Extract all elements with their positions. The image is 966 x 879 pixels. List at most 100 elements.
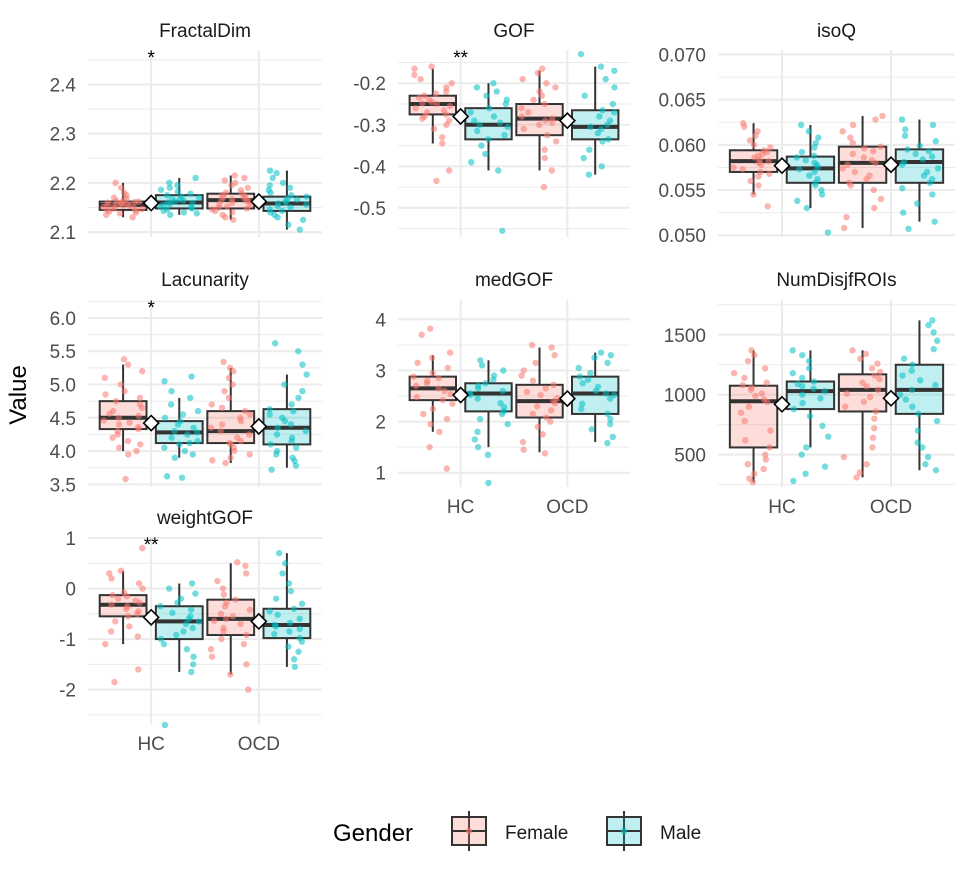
gridlines <box>398 50 630 237</box>
data-point <box>157 186 165 193</box>
data-point <box>121 387 128 395</box>
data-point <box>295 394 302 402</box>
data-point <box>166 179 173 187</box>
panel-isoQ: isoQ 0.050 0.055 0.060 0.065 0.070 <box>658 21 955 247</box>
data-point <box>446 349 454 356</box>
series-female <box>98 544 256 693</box>
box-female-ocd <box>837 112 888 232</box>
data-point <box>534 423 542 430</box>
data-point <box>868 365 876 372</box>
data-point <box>587 123 594 131</box>
data-point <box>610 391 618 399</box>
data-point <box>436 428 443 436</box>
jitter-points <box>730 347 774 486</box>
y-tick-label: 2.1 <box>50 223 76 244</box>
y-tick-label: 5.5 <box>50 342 76 363</box>
data-point <box>604 410 611 418</box>
data-point <box>519 438 527 446</box>
data-point <box>763 379 770 386</box>
data-point <box>609 100 617 108</box>
data-point <box>597 125 605 133</box>
box-female-hc <box>728 347 779 486</box>
data-point <box>288 434 296 441</box>
data-point <box>225 394 233 402</box>
data-point <box>900 158 908 166</box>
gridlines <box>88 537 322 724</box>
data-point <box>136 394 144 402</box>
series-male <box>464 50 620 234</box>
data-point <box>542 414 550 421</box>
data-point <box>209 206 216 213</box>
box-iqr <box>206 410 256 445</box>
panel-GOF: GOF -0.5 -0.4 -0.3 -0.2 ** <box>353 21 630 237</box>
data-point <box>413 393 420 401</box>
data-point <box>930 329 937 336</box>
legend-female-label: Female <box>505 823 568 844</box>
data-point <box>299 216 307 223</box>
data-point <box>126 623 133 630</box>
data-point <box>181 447 189 455</box>
data-point <box>176 441 183 448</box>
data-point <box>438 134 446 141</box>
data-point <box>794 197 801 205</box>
data-point <box>932 381 939 389</box>
data-point <box>108 601 115 608</box>
box-female-hc <box>98 356 148 483</box>
data-point <box>744 357 752 365</box>
data-point <box>500 367 507 374</box>
box-male-hc <box>154 580 204 729</box>
data-point <box>180 209 188 216</box>
data-point <box>539 65 546 72</box>
data-point <box>767 144 774 151</box>
data-point <box>840 453 848 461</box>
data-point <box>798 451 805 458</box>
data-point <box>741 374 748 382</box>
data-point <box>227 671 234 678</box>
data-point <box>793 154 800 161</box>
data-point <box>861 145 868 152</box>
data-point <box>541 100 548 108</box>
jitter-points <box>840 347 884 481</box>
panel-title: weightGOF <box>156 508 253 529</box>
data-point <box>870 147 877 155</box>
data-point <box>189 451 196 458</box>
data-point <box>412 104 419 112</box>
data-point <box>914 439 921 446</box>
data-point <box>285 221 292 228</box>
data-point <box>529 410 537 418</box>
data-point <box>730 164 737 171</box>
data-point <box>135 580 143 587</box>
data-point <box>279 179 287 187</box>
data-point <box>825 433 832 440</box>
data-point <box>799 391 806 398</box>
box-male-ocd <box>262 340 312 473</box>
data-point <box>171 427 178 435</box>
data-point <box>799 399 806 407</box>
data-point <box>190 653 197 660</box>
data-point <box>742 437 749 444</box>
data-point <box>609 433 617 441</box>
data-point <box>607 351 615 359</box>
data-point <box>581 92 588 99</box>
data-point <box>594 383 602 391</box>
data-point <box>817 395 824 402</box>
data-point <box>930 345 937 353</box>
jitter-points <box>896 317 941 474</box>
data-point <box>266 182 273 189</box>
data-point <box>421 92 428 99</box>
data-point <box>899 372 906 379</box>
data-point <box>242 570 250 577</box>
data-point <box>790 405 797 413</box>
data-point <box>168 434 175 441</box>
data-point <box>915 410 922 418</box>
data-point <box>761 396 768 403</box>
data-point <box>477 357 484 364</box>
data-point <box>179 411 187 418</box>
data-point <box>237 414 244 421</box>
data-point <box>163 473 171 480</box>
data-point <box>222 615 230 623</box>
data-point <box>104 199 112 206</box>
data-point <box>503 96 510 104</box>
data-point <box>177 417 184 425</box>
